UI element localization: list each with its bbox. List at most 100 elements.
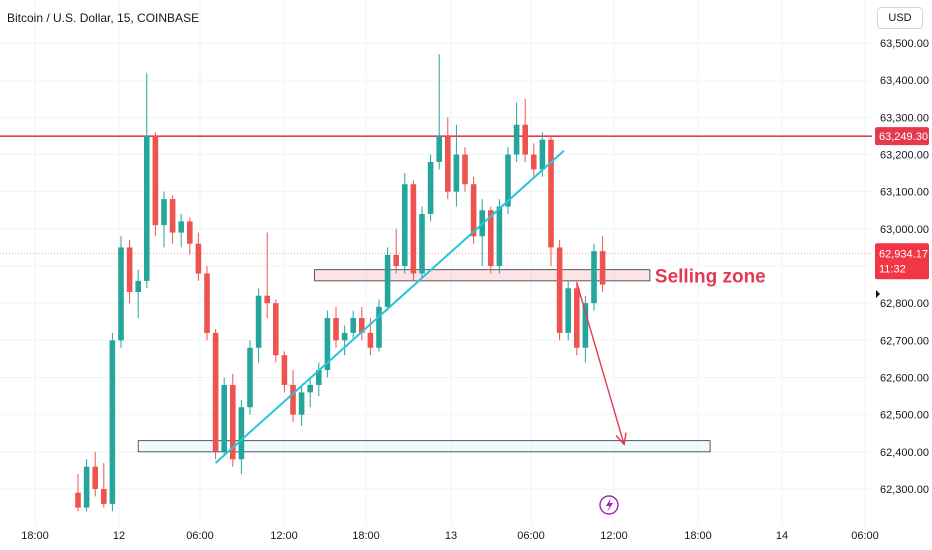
current-price-label: 62,934.17 (879, 248, 928, 260)
candle-body (436, 135, 442, 162)
candle-body (92, 466, 98, 489)
candle-body (290, 384, 296, 415)
x-tick-label: 12:00 (270, 530, 298, 542)
y-tick-label: 62,800.00 (880, 298, 929, 310)
y-tick-label: 63,200.00 (880, 150, 929, 162)
selling-zone-label: Selling zone (655, 266, 766, 287)
candle-body (135, 280, 141, 293)
candle-body (324, 318, 331, 371)
candle-body (505, 154, 511, 207)
candle-body (238, 407, 245, 460)
resistance-tag (875, 127, 929, 146)
x-tick-label: 06:00 (851, 530, 879, 542)
x-tick-label: 06:00 (517, 530, 545, 542)
candle-body (316, 370, 322, 385)
candle-body (161, 199, 167, 226)
candle-body (187, 221, 193, 244)
x-tick-label: 18:00 (352, 530, 380, 542)
y-tick-label: 63,500.00 (880, 38, 929, 50)
y-tick-label: 63,400.00 (880, 75, 929, 87)
y-tick-label: 62,500.00 (880, 410, 929, 422)
x-tick-label: 12:00 (600, 530, 628, 542)
candle-body (488, 210, 494, 266)
zones-layer: Selling zone (137, 266, 766, 453)
support-zone[interactable] (137, 440, 711, 453)
lightning-icon[interactable] (599, 495, 619, 515)
y-tick-label: 62,300.00 (880, 484, 929, 496)
candle-body (367, 332, 374, 348)
y-tick-label: 62,400.00 (880, 447, 929, 459)
candle-body (599, 251, 606, 285)
down-arrow[interactable] (576, 282, 627, 446)
x-tick-label: 18:00 (21, 530, 49, 542)
candle-body (393, 254, 399, 266)
y-tick-label: 63,100.00 (880, 187, 929, 199)
candle-body (178, 221, 184, 233)
x-tick-label: 13 (445, 530, 457, 542)
candle-body (264, 295, 270, 304)
caret-right-icon (876, 290, 880, 298)
y-tick-label: 63,000.00 (880, 224, 929, 236)
candle-body (341, 332, 348, 341)
arrow-shaft (576, 282, 625, 445)
candle-body (307, 384, 313, 393)
candle-body (169, 199, 176, 233)
y-axis[interactable]: 63,500.00 63,400.00 63,300.00 63,200.00 63,1… (880, 38, 929, 496)
candle-body (109, 340, 116, 504)
candle-body (419, 213, 425, 274)
x-tick-label: 18:00 (684, 530, 712, 542)
candle-body (101, 489, 107, 504)
candle-body (221, 384, 227, 452)
x-tick-label: 12 (113, 530, 125, 542)
candle-body (496, 206, 503, 266)
candle-body (298, 392, 305, 415)
candle-body (548, 139, 554, 248)
y-tick-label: 62,600.00 (880, 373, 929, 385)
candle-body (582, 303, 589, 348)
candle-body (75, 492, 81, 508)
y-tick-label: 62,700.00 (880, 335, 929, 347)
candle-body (126, 247, 133, 293)
resistance-tag-label: 63,249.30 (879, 131, 928, 143)
currency-button[interactable]: USD (877, 7, 923, 29)
candle-body (281, 355, 288, 385)
candle-body (212, 332, 219, 452)
candle-body (384, 254, 391, 307)
candle-body (574, 288, 580, 348)
candle-body (144, 135, 150, 281)
candle-body (247, 347, 253, 408)
x-tick-label: 14 (776, 530, 788, 542)
x-axis[interactable]: 18:00 12 06:00 12:00 18:00 13 06:00 12:00 18:00 1… (21, 530, 879, 542)
y-tick-label: 63,300.00 (880, 112, 929, 124)
candle-body (350, 318, 356, 333)
chart-title: Bitcoin / U.S. Dollar, 15, COINBASE (7, 11, 199, 25)
candle-body (152, 135, 159, 226)
trendline[interactable] (214, 150, 565, 464)
candle-body (83, 466, 90, 508)
candle-body (522, 124, 528, 155)
candle-body (204, 273, 210, 333)
x-tick-label: 06:00 (186, 530, 214, 542)
candle-body (118, 247, 124, 341)
candle-body (462, 154, 468, 185)
candle-body (255, 295, 262, 348)
candle-body (402, 184, 408, 266)
candles-layer (75, 54, 606, 512)
selling-zone[interactable] (314, 269, 651, 282)
countdown-label: 11:32 (879, 263, 906, 275)
candle-body (453, 154, 460, 192)
arrow-head (615, 432, 627, 446)
candle-body (591, 251, 597, 304)
candle-body (376, 306, 382, 348)
candle-body (427, 161, 434, 214)
candle-body (565, 288, 571, 333)
candle-body (230, 384, 236, 460)
candle-body (333, 318, 339, 341)
candle-body (445, 135, 451, 192)
price-tags: 63,249.30 62,934.17 11:32 (875, 127, 929, 280)
candle-body (195, 243, 202, 274)
candle-body (359, 318, 365, 333)
current-price-tag (875, 243, 929, 280)
candle-body (539, 139, 546, 170)
